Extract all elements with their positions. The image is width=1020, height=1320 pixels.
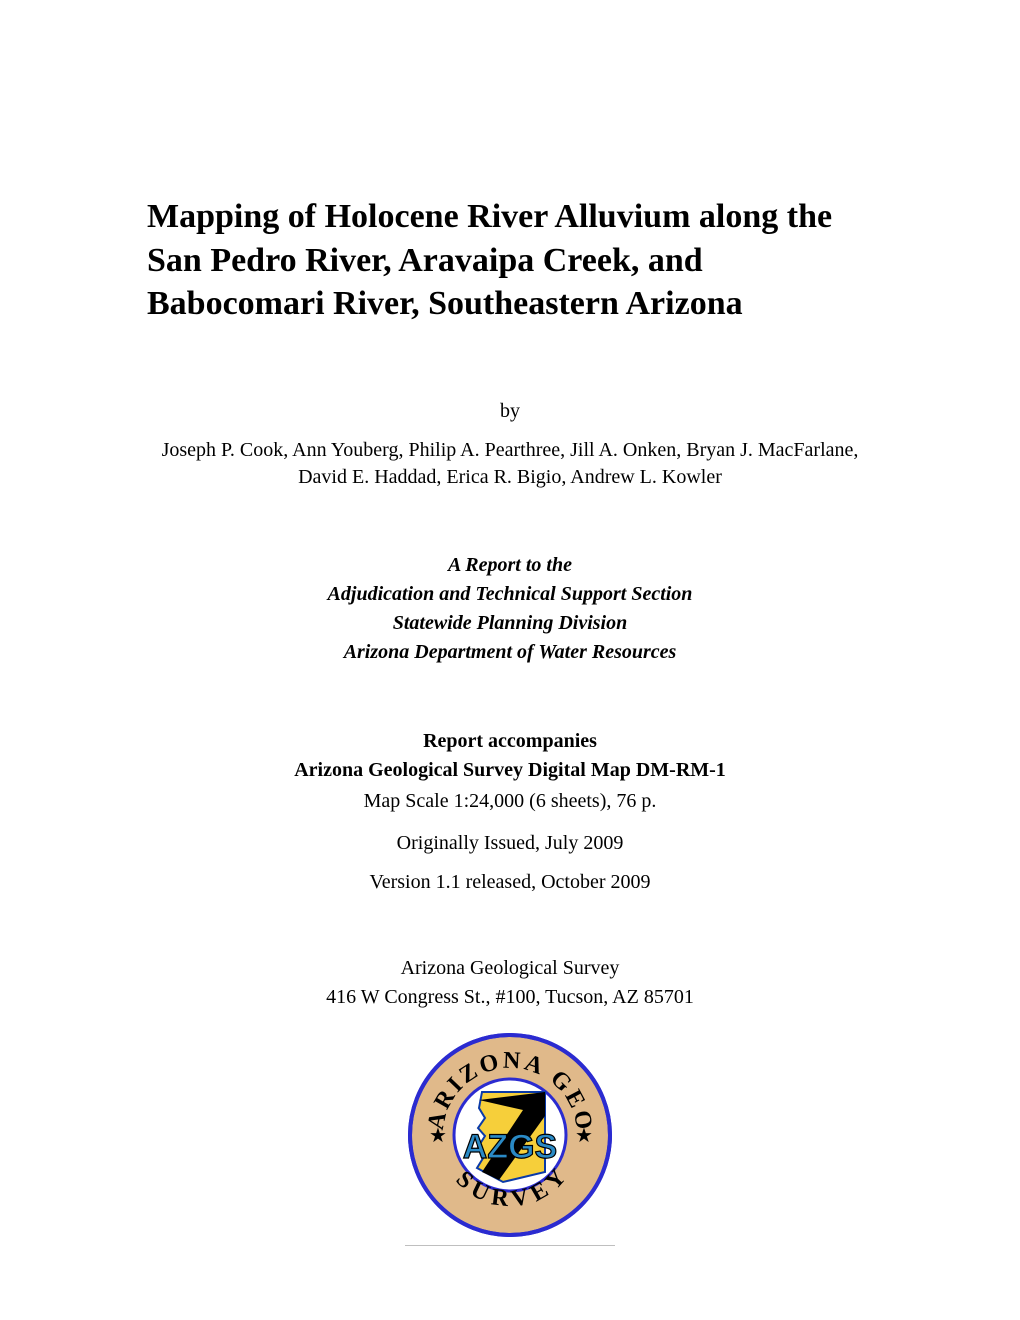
version-date: Version 1.1 released, October 2009	[145, 871, 875, 894]
organization-address: 416 W Congress St., #100, Tucson, AZ 857…	[145, 983, 875, 1012]
accompany-map-id: Arizona Geological Survey Digital Map DM…	[145, 756, 875, 785]
report-to-line: Arizona Department of Water Resources	[145, 638, 875, 667]
map-scale: Map Scale 1:24,000 (6 sheets), 76 p.	[145, 787, 875, 816]
logo-container: ARIZONA GEOLOGICAL SURVEY ★ ★ AZGS	[405, 1030, 615, 1246]
organization-name: Arizona Geological Survey	[145, 954, 875, 983]
by-label: by	[145, 400, 875, 423]
report-to-line: A Report to the	[145, 551, 875, 580]
author-list: Joseph P. Cook, Ann Youberg, Philip A. P…	[145, 437, 875, 491]
svg-text:AZGS: AZGS	[463, 1128, 557, 1166]
report-to-line: Adjudication and Technical Support Secti…	[145, 580, 875, 609]
azgs-logo-icon: ARIZONA GEOLOGICAL SURVEY ★ ★ AZGS	[405, 1030, 615, 1240]
report-to-line: Statewide Planning Division	[145, 609, 875, 638]
organization-block: Arizona Geological Survey 416 W Congress…	[145, 954, 875, 1012]
issued-date: Originally Issued, July 2009	[145, 832, 875, 855]
document-page: Mapping of Holocene River Alluvium along…	[0, 0, 1020, 1320]
accompany-block: Report accompanies Arizona Geological Su…	[145, 727, 875, 894]
report-recipient-block: A Report to the Adjudication and Technic…	[145, 551, 875, 667]
svg-text:★: ★	[575, 1125, 593, 1147]
document-title: Mapping of Holocene River Alluvium along…	[145, 195, 875, 326]
accompany-heading: Report accompanies	[145, 727, 875, 756]
svg-text:★: ★	[429, 1125, 447, 1147]
